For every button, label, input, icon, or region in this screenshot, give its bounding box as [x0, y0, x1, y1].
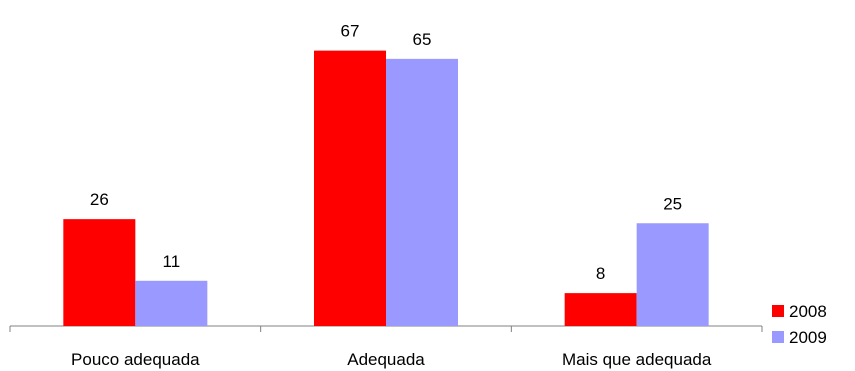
bar-2009-3: [636, 223, 709, 326]
category-label-1: Pouco adequada: [71, 350, 200, 369]
category-label-3: Mais que adequada: [562, 350, 712, 369]
bar-2008-1: [63, 219, 136, 326]
bar-2009-1: [135, 280, 208, 326]
legend-label-2008: 2008: [789, 302, 827, 321]
data-label-2009-3: 25: [663, 194, 682, 213]
category-labels-group: Pouco adequada Adequada Mais que adequada: [71, 350, 712, 369]
legend-label-2009: 2009: [789, 328, 827, 347]
data-label-2009-1: 11: [163, 252, 181, 271]
data-label-2008-3: 8: [596, 264, 605, 283]
category-label-2: Adequada: [347, 350, 425, 369]
bar-2008-3: [564, 293, 637, 326]
data-label-2008-1: 26: [90, 190, 109, 209]
data-label-2008-2: 67: [341, 22, 360, 41]
data-label-2009-2: 65: [413, 30, 432, 49]
bars-group: [63, 50, 709, 326]
plot-area: 26 11 67 65 8 25 Pouco adequada Adequada Mais q…: [9, 22, 763, 369]
legend: 2008 2009: [772, 302, 827, 347]
data-labels-group: 26 11 67 65 8 25: [90, 22, 682, 283]
x-axis-ticks: [9, 326, 763, 332]
bar-2008-2: [314, 50, 386, 326]
legend-swatch-2009: [772, 331, 784, 343]
bar-2009-2: [386, 58, 458, 326]
legend-swatch-2008: [772, 305, 784, 317]
